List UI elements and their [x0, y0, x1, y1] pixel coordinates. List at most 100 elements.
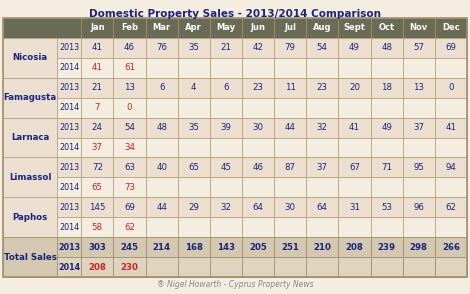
Text: Nicosia: Nicosia: [13, 53, 47, 62]
Text: 40: 40: [156, 163, 167, 172]
Text: 145: 145: [89, 203, 106, 212]
Text: 37: 37: [317, 163, 328, 172]
Bar: [113, 237, 146, 257]
Text: Paphos: Paphos: [12, 213, 47, 222]
Text: 2014: 2014: [58, 263, 80, 272]
Bar: [242, 138, 274, 158]
Text: 0: 0: [127, 103, 132, 112]
Bar: [146, 217, 178, 237]
Text: 87: 87: [285, 163, 296, 172]
Text: 53: 53: [381, 203, 392, 212]
Text: 31: 31: [349, 203, 360, 212]
Bar: [81, 58, 113, 78]
Text: 303: 303: [88, 243, 106, 252]
Bar: [242, 158, 274, 177]
Bar: [306, 197, 338, 217]
Text: 62: 62: [124, 223, 135, 232]
Bar: [274, 58, 306, 78]
Text: Aug: Aug: [313, 24, 332, 32]
Bar: [338, 98, 370, 118]
Bar: [403, 217, 435, 237]
Text: 2014: 2014: [59, 63, 79, 72]
Bar: [242, 58, 274, 78]
Text: 2013: 2013: [59, 163, 79, 172]
Text: 245: 245: [120, 243, 139, 252]
Bar: [210, 38, 242, 58]
Text: Jun: Jun: [251, 24, 266, 32]
Bar: [338, 237, 370, 257]
Bar: [435, 237, 467, 257]
Bar: [81, 18, 113, 38]
Bar: [370, 257, 403, 277]
Text: 37: 37: [92, 143, 103, 152]
Bar: [338, 257, 370, 277]
Bar: [435, 58, 467, 78]
Bar: [113, 18, 146, 38]
Text: 2013: 2013: [58, 243, 80, 252]
Bar: [242, 237, 274, 257]
Bar: [370, 237, 403, 257]
Bar: [3, 197, 57, 237]
Text: 94: 94: [446, 163, 456, 172]
Text: Jul: Jul: [284, 24, 296, 32]
Bar: [210, 118, 242, 138]
Bar: [3, 38, 57, 78]
Bar: [338, 58, 370, 78]
Text: 20: 20: [349, 83, 360, 92]
Bar: [113, 138, 146, 158]
Bar: [146, 98, 178, 118]
Text: Apr: Apr: [185, 24, 202, 32]
Bar: [306, 38, 338, 58]
Text: 41: 41: [349, 123, 360, 132]
Bar: [81, 177, 113, 197]
Bar: [81, 118, 113, 138]
Text: 39: 39: [220, 123, 231, 132]
Text: 266: 266: [442, 243, 460, 252]
Bar: [146, 78, 178, 98]
Text: 48: 48: [156, 123, 167, 132]
Text: 251: 251: [281, 243, 299, 252]
Bar: [178, 58, 210, 78]
Bar: [57, 98, 81, 118]
Bar: [178, 18, 210, 38]
Bar: [81, 237, 113, 257]
Text: Oct: Oct: [378, 24, 395, 32]
Text: 205: 205: [249, 243, 267, 252]
Bar: [435, 158, 467, 177]
Bar: [146, 197, 178, 217]
Bar: [57, 177, 81, 197]
Bar: [178, 118, 210, 138]
Text: Feb: Feb: [121, 24, 138, 32]
Text: 2013: 2013: [59, 203, 79, 212]
Text: 64: 64: [252, 203, 264, 212]
Bar: [242, 197, 274, 217]
Bar: [81, 197, 113, 217]
Bar: [113, 197, 146, 217]
Text: 208: 208: [88, 263, 106, 272]
Bar: [146, 38, 178, 58]
Text: 35: 35: [188, 44, 199, 52]
Text: 95: 95: [413, 163, 424, 172]
Bar: [146, 177, 178, 197]
Bar: [338, 138, 370, 158]
Text: 71: 71: [381, 163, 392, 172]
Text: Famagusta: Famagusta: [3, 93, 56, 102]
Bar: [370, 98, 403, 118]
Bar: [370, 138, 403, 158]
Bar: [57, 78, 81, 98]
Bar: [113, 257, 146, 277]
Text: Domestic Property Sales - 2013/2014 Comparison: Domestic Property Sales - 2013/2014 Comp…: [89, 9, 381, 19]
Bar: [178, 98, 210, 118]
Text: Limassol: Limassol: [9, 173, 51, 182]
Bar: [306, 158, 338, 177]
Bar: [403, 58, 435, 78]
Text: May: May: [216, 24, 235, 32]
Bar: [370, 78, 403, 98]
Bar: [370, 217, 403, 237]
Text: 61: 61: [124, 63, 135, 72]
Bar: [210, 257, 242, 277]
Text: 13: 13: [124, 83, 135, 92]
Text: 76: 76: [156, 44, 167, 52]
Bar: [210, 138, 242, 158]
Bar: [403, 98, 435, 118]
